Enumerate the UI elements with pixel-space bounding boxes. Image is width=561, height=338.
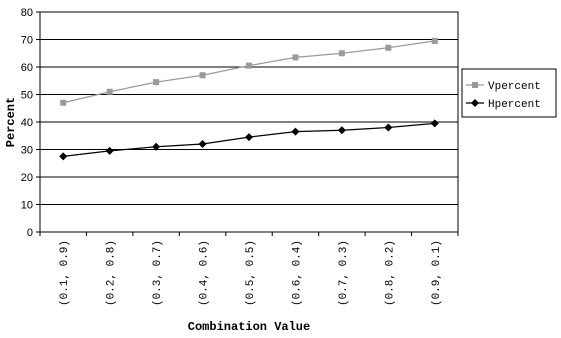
y-tick-label: 60 (21, 62, 33, 74)
x-axis-title: Combination Value (188, 320, 310, 334)
y-tick-label: 30 (21, 145, 33, 157)
data-point (153, 79, 160, 86)
x-tick-label: (0.6, 0.4) (291, 240, 303, 306)
data-point (431, 37, 438, 44)
x-tick-label: (0.5, 0.5) (245, 240, 257, 306)
y-tick-label: 70 (21, 35, 33, 47)
data-point (59, 152, 68, 161)
x-tick-label: (0.8, 0.2) (384, 240, 396, 306)
data-point (152, 142, 161, 151)
legend-item-vpercent: Vpercent (466, 81, 541, 93)
x-tick-label: (0.7, 0.3) (338, 240, 350, 306)
legend-label: Hpercent (488, 99, 541, 111)
data-point (337, 126, 346, 135)
legend-marker (472, 82, 478, 88)
y-tick-label: 50 (21, 90, 33, 102)
data-point (106, 88, 113, 95)
y-tick-label: 0 (27, 227, 33, 239)
data-point (245, 133, 253, 142)
x-tick-label: (0.4, 0.6) (199, 240, 211, 306)
data-point (430, 119, 439, 128)
data-point (199, 72, 206, 79)
legend-item-hpercent: Hpercent (466, 99, 541, 111)
x-tick-label: (0.3, 0.7) (152, 240, 164, 306)
x-tick-labels: (0.1, 0.9) (0.2, 0.8) (0.3, 0.7) (0.4, 0.6)… (59, 240, 443, 306)
legend-label: Vpercent (488, 81, 541, 93)
x-tick-label: (0.2, 0.8) (106, 240, 118, 306)
data-point (384, 123, 393, 132)
series-hpercent (59, 119, 439, 161)
data-point (105, 146, 114, 155)
x-tick-label: (0.1, 0.9) (59, 240, 71, 306)
data-point (292, 54, 299, 61)
legend-box (461, 68, 557, 118)
series-group (59, 37, 439, 161)
axes (39, 12, 459, 236)
series-vpercent (60, 37, 438, 106)
y-tick-label: 80 (21, 7, 33, 19)
data-point (198, 140, 207, 148)
y-axis-title: Percent (4, 97, 18, 147)
legend-marker (471, 99, 479, 107)
y-tick-label: 20 (21, 172, 33, 184)
data-point (60, 99, 67, 106)
data-point (291, 127, 300, 136)
x-tick-label: (0.9, 0.1) (431, 240, 443, 306)
y-tick-label: 10 (21, 200, 33, 212)
y-tick-label: 40 (21, 117, 33, 129)
data-point (338, 50, 345, 57)
y-tick-labels: 0 10 20 30 40 50 60 70 80 (21, 7, 33, 239)
data-point (246, 62, 252, 69)
data-point (385, 44, 392, 51)
legend: Vpercent Hpercent (461, 68, 557, 118)
